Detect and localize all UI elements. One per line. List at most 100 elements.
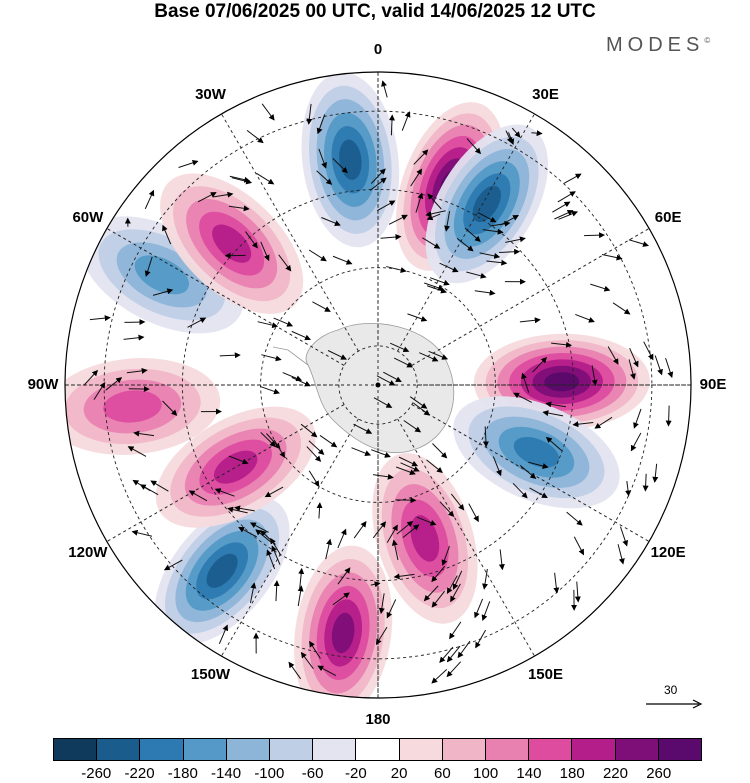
wind-arrow — [218, 624, 229, 645]
meridian — [106, 404, 345, 542]
colorbar-swatch — [54, 739, 98, 760]
wind-arrow — [574, 581, 581, 603]
wind-arrow — [371, 449, 391, 458]
wind-arrow — [415, 192, 424, 213]
wind-arrow — [271, 545, 281, 565]
wind-arrow — [552, 201, 571, 213]
colorbar-swatch — [313, 739, 357, 760]
wind-arrow — [665, 405, 672, 427]
wind-arrow — [351, 447, 372, 457]
wind-arrow — [373, 397, 393, 408]
wind-arrow — [426, 459, 443, 473]
wind-arrow — [426, 285, 447, 294]
wind-arrow — [452, 570, 463, 590]
longitude-label: 90E — [699, 376, 727, 393]
wind-arrow — [482, 426, 489, 448]
wind-arrow — [486, 259, 508, 266]
wind-arrow — [214, 488, 235, 497]
anomaly-center-8 — [65, 358, 221, 455]
wind-arrow — [431, 590, 445, 608]
wind-arrow — [572, 421, 594, 428]
wind-arrow — [264, 486, 284, 498]
longitude-label: 60W — [72, 208, 104, 226]
wind-arrow — [499, 248, 521, 255]
wind-arrow — [431, 565, 446, 583]
wind-arrow — [625, 481, 632, 497]
wind-arrow — [395, 466, 416, 476]
wind-arrow — [317, 665, 337, 677]
wind-arrow — [369, 177, 387, 191]
colorbar-tick-label: 100 — [473, 765, 499, 782]
wind-arrow — [428, 350, 449, 360]
longitude-label: 150W — [190, 666, 231, 684]
wind-arrow — [456, 237, 474, 252]
wind-arrow — [479, 252, 501, 259]
wind-arrow — [388, 114, 395, 136]
wind-arrow — [477, 212, 497, 223]
wind-arrow — [519, 317, 541, 324]
wind-arrow — [607, 346, 619, 365]
wind-arrow — [409, 396, 428, 409]
south-pole-marker — [375, 382, 381, 388]
wind-arrow — [557, 191, 576, 203]
longitude-label: 0 — [373, 41, 383, 58]
wind-arrow — [413, 149, 429, 165]
antarctic-peninsula — [272, 346, 309, 366]
wind-arrow — [426, 213, 441, 221]
wind-arrow — [383, 371, 402, 383]
longitude-label: 150E — [527, 666, 564, 684]
wind-arrow — [297, 585, 304, 607]
wind-arrow — [513, 392, 533, 403]
colorbar-tick-label: 140 — [516, 765, 542, 782]
wind-arrow — [386, 266, 407, 273]
wind-arrow — [441, 545, 450, 566]
meridian — [221, 113, 359, 352]
wind-arrow — [332, 158, 348, 174]
wind-arrow — [162, 400, 178, 416]
wind-arrow — [261, 103, 275, 121]
longitude-label: 30E — [532, 85, 559, 103]
wind-arrow — [162, 224, 172, 245]
longitude-label: 60E — [654, 208, 682, 226]
wind-arrow — [245, 231, 258, 249]
longitude-label: 120W — [68, 543, 108, 561]
wind-arrow — [308, 470, 320, 487]
wind-arrow — [551, 341, 573, 348]
wind-arrow — [188, 490, 208, 502]
wind-arrow — [422, 237, 441, 249]
wind-arrow — [439, 262, 459, 273]
wind-arrow — [531, 130, 543, 137]
wind-arrow — [439, 646, 454, 663]
wind-arrow — [337, 528, 347, 549]
wind-arrow — [528, 461, 549, 469]
wind-arrow — [249, 582, 257, 604]
colorbar-swatch — [572, 739, 616, 760]
wind-arrow — [629, 347, 639, 368]
wind-arrow — [144, 256, 153, 277]
wind-arrow — [521, 372, 530, 393]
wind-arrow — [150, 480, 169, 492]
wind-arrow — [228, 455, 249, 465]
wind-arrow — [273, 317, 294, 327]
wind-arrow — [260, 530, 276, 545]
wind-arrow — [316, 114, 326, 135]
wind-arrow — [227, 506, 248, 514]
wind-arrow — [139, 484, 159, 496]
wind-arrow — [308, 249, 327, 262]
wind-arrow — [257, 321, 279, 329]
wind-arrow — [446, 645, 461, 663]
wind-arrow — [575, 313, 595, 323]
wind-arrow — [337, 567, 351, 585]
wind-arrow — [318, 148, 327, 169]
wind-arrow — [566, 511, 583, 526]
wind-arrow — [474, 289, 496, 296]
meridian — [411, 228, 650, 366]
wind-arrow — [321, 217, 341, 226]
wind-arrow — [316, 170, 333, 185]
reference-vector-label: 30 — [664, 683, 678, 697]
wind-arrow — [665, 357, 674, 379]
wind-arrow — [446, 575, 458, 594]
colorbar-tick-label: -20 — [345, 765, 367, 782]
wind-arrow — [505, 130, 513, 144]
meridian — [221, 418, 359, 657]
